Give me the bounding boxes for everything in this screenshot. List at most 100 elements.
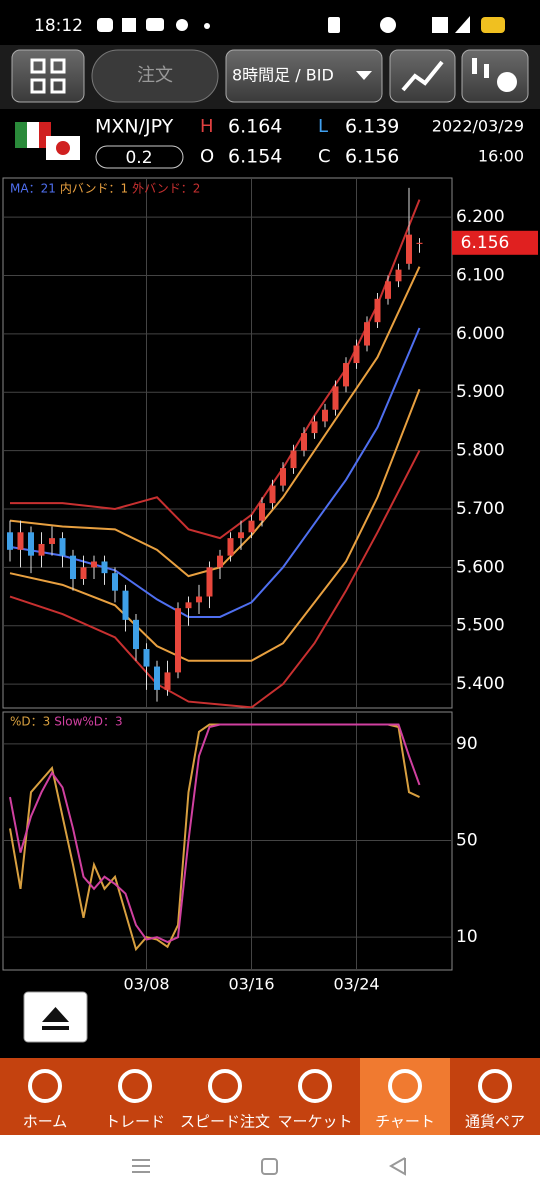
nav-icon xyxy=(388,1069,422,1103)
candle-body xyxy=(353,345,360,364)
candle-body xyxy=(80,567,87,580)
y-tick-label: 5.900 xyxy=(456,382,505,402)
legend-entry: MA：21 xyxy=(10,182,56,196)
menu-button[interactable] xyxy=(11,49,85,103)
order-label: 注文 xyxy=(137,65,173,86)
candle-body xyxy=(7,532,13,550)
nav-label[interactable]: トレード xyxy=(105,1113,165,1131)
candle-body xyxy=(154,666,160,690)
date: 2022/03/29 xyxy=(432,117,524,136)
candle-body xyxy=(185,602,192,609)
candle-body xyxy=(227,538,234,556)
spread: 0.2 xyxy=(125,148,152,168)
legend-entry: 内バンド：1 xyxy=(60,182,128,196)
candle-body xyxy=(301,433,307,451)
stoch-plot xyxy=(3,712,452,970)
candle-body xyxy=(343,363,349,387)
candle-body xyxy=(101,561,108,574)
candle-body xyxy=(364,322,370,346)
open-label: O xyxy=(200,146,214,167)
system-bar xyxy=(0,1135,540,1200)
legend-entry: Slow%D：3 xyxy=(54,715,122,729)
nav-icon xyxy=(298,1069,332,1103)
candle-body xyxy=(280,468,286,486)
last-price-label: 6.156 xyxy=(461,233,510,253)
series-line xyxy=(9,723,421,944)
candle-body xyxy=(259,503,265,521)
candle-body xyxy=(38,543,45,556)
y-tick-label: 5.500 xyxy=(456,616,505,636)
y-tick-label: 5.600 xyxy=(456,557,505,577)
nav-icon xyxy=(208,1069,242,1103)
nav-label[interactable]: ホーム xyxy=(23,1113,68,1131)
candle-body xyxy=(112,573,118,591)
x-tick-label: 03/24 xyxy=(333,975,379,994)
candle-body xyxy=(133,619,139,650)
candle-body xyxy=(28,532,34,556)
candle-body xyxy=(322,409,328,422)
nav-icon xyxy=(118,1069,152,1103)
settings-button[interactable] xyxy=(461,49,529,103)
candle-body xyxy=(70,555,76,580)
candle-body xyxy=(143,649,150,667)
nav-label[interactable]: 通貨ペア xyxy=(465,1113,525,1131)
price-frame xyxy=(2,177,453,709)
candle-body xyxy=(290,450,297,469)
low-value: 6.139 xyxy=(345,116,399,138)
collapse-bar xyxy=(42,1026,69,1030)
order-button[interactable] xyxy=(91,49,219,103)
candle-body xyxy=(196,596,202,603)
y-tick-label: 6.200 xyxy=(456,207,505,227)
band-line xyxy=(9,450,421,708)
candle-body xyxy=(395,269,402,282)
series-line xyxy=(9,723,420,952)
candle-body xyxy=(332,386,339,410)
close-label: C xyxy=(318,146,331,167)
last-price-box xyxy=(452,230,538,255)
pair: MXN/JPY xyxy=(95,116,174,138)
candle-body xyxy=(91,561,97,568)
legend-entry: 外バンド：2 xyxy=(132,182,200,196)
status-bar xyxy=(0,0,540,45)
high-value: 6.164 xyxy=(228,116,282,138)
candle-body xyxy=(269,485,276,504)
spread-box xyxy=(95,145,184,169)
legend-entry: %D：3 xyxy=(10,715,50,729)
settings-icon xyxy=(472,58,517,92)
candle-body xyxy=(59,538,66,556)
y-tick-label: 90 xyxy=(456,734,478,754)
timeframe-label: 8時間足 / BID xyxy=(232,66,334,85)
band-line xyxy=(9,388,421,662)
y-tick-label: 10 xyxy=(456,927,478,947)
y-tick-label: 5.800 xyxy=(456,441,505,461)
system-icons xyxy=(132,1157,406,1176)
nav-label[interactable]: スピード注文 xyxy=(180,1113,270,1131)
candle-body xyxy=(122,590,129,620)
open-value: 6.154 xyxy=(228,146,282,168)
nav-label[interactable]: チャート xyxy=(375,1113,435,1131)
band-line xyxy=(10,199,421,540)
candle-body xyxy=(17,532,24,550)
x-tick-label: 03/16 xyxy=(228,975,274,994)
flags xyxy=(15,122,80,160)
nav-icon xyxy=(478,1069,512,1103)
status-icons xyxy=(97,16,505,33)
candle-body xyxy=(217,555,223,568)
indicator-button[interactable] xyxy=(389,49,456,103)
high-label: H xyxy=(200,116,214,137)
timeframe-button[interactable] xyxy=(225,49,383,103)
price-plot xyxy=(3,178,452,708)
candle-body xyxy=(406,234,412,264)
nav-label[interactable]: マーケット xyxy=(277,1113,352,1131)
band-line xyxy=(9,266,421,578)
candle-body xyxy=(206,567,213,597)
candle-body xyxy=(49,538,55,544)
y-tick-label: 6.000 xyxy=(456,324,505,344)
candle-body xyxy=(238,532,244,539)
x-tick-label: 03/08 xyxy=(123,975,169,994)
candle-body xyxy=(385,281,391,299)
candle-body xyxy=(164,672,171,690)
close-value: 6.156 xyxy=(345,146,399,168)
candle-body xyxy=(416,242,423,244)
